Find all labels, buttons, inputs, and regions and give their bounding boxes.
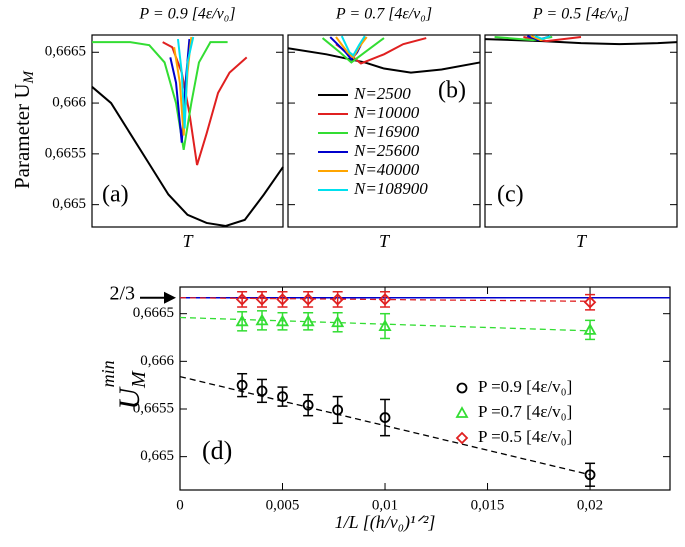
curve [534, 35, 551, 41]
y-tick-label: 0,6665 [45, 44, 86, 60]
marker [275, 314, 290, 327]
plot-frame [287, 34, 481, 228]
legend-label: N=108900 [353, 179, 428, 198]
y-tick-label: 0,665 [140, 448, 174, 464]
plot-frame [91, 34, 284, 228]
legend-label: N=10000 [353, 103, 420, 122]
y-tick-label: 0,6655 [133, 400, 174, 416]
marker [378, 293, 392, 306]
marker [236, 379, 248, 391]
marker [255, 313, 269, 326]
y-tick-label: 0,6665 [133, 305, 174, 321]
y-axis-label-main: U [113, 386, 146, 410]
legend-label: P =0.7 [4ε/v₀] [478, 402, 572, 421]
legend-label: P =0.5 [4ε/v₀] [478, 427, 572, 446]
y-tick-label: 0,6655 [45, 145, 86, 161]
curve [335, 36, 368, 59]
x-axis-label: T [576, 231, 588, 251]
curve [176, 36, 195, 129]
reference-label: 2/3 [109, 282, 135, 304]
curve [484, 38, 678, 46]
marker [583, 323, 597, 335]
curve [91, 86, 284, 228]
marker [256, 385, 268, 397]
plot-frame [484, 34, 678, 228]
panel-label: (a) [102, 182, 129, 208]
x-tick-label: 0,015 [471, 497, 505, 513]
marker [276, 293, 289, 306]
y-tick-label: 0,666 [140, 353, 174, 369]
legend-marker [455, 406, 469, 418]
panel-title: P = 0.9 [4ε/v₀] [138, 6, 235, 23]
y-axis-label-sub: M [21, 69, 37, 84]
panel-label: (d) [202, 436, 232, 465]
legend-label: P =0.9 [4ε/v₀] [478, 377, 572, 396]
marker [331, 293, 344, 306]
legend-marker [456, 382, 468, 394]
marker [331, 315, 345, 328]
panel-label: (c) [497, 182, 524, 208]
arrow-head [164, 291, 176, 304]
y-tick-label: 0,665 [52, 196, 86, 212]
legend-marker [455, 431, 469, 445]
x-tick-label: 0 [176, 497, 184, 513]
y-axis-label: UMmin [98, 360, 149, 409]
panel-label: (b) [438, 78, 466, 104]
marker [235, 293, 249, 306]
panel-title: P = 0.5 [4ε/v₀] [532, 6, 629, 23]
curve [287, 47, 481, 74]
legend-label: N=40000 [353, 160, 420, 179]
x-axis-label: 1/L [(h/v₀)¹ᐟ²] [335, 512, 436, 533]
x-axis-label: T [379, 231, 391, 251]
legend-label: N=25600 [353, 141, 420, 160]
marker [584, 469, 596, 481]
marker [379, 412, 391, 423]
y-axis-label: Parameter UM [10, 69, 38, 189]
x-axis-label: T [182, 231, 194, 251]
y-axis-label-sub: M [128, 370, 150, 389]
marker [301, 314, 315, 327]
panel-title: P = 0.7 [4ε/v₀] [335, 6, 432, 23]
y-axis-label-main: Parameter U [10, 83, 34, 189]
curve [340, 35, 366, 57]
legend-label: N=16900 [353, 122, 420, 141]
x-tick-label: 0,02 [577, 497, 603, 513]
marker [277, 391, 288, 403]
marker [255, 293, 269, 306]
marker [301, 293, 315, 306]
plot-frame [179, 286, 671, 491]
marker [332, 404, 344, 416]
x-tick-label: 0,005 [266, 497, 300, 513]
marker [378, 319, 392, 331]
legend-label: N=2500 [353, 84, 411, 103]
marker [235, 314, 249, 327]
marker [583, 295, 597, 309]
x-tick-label: 0,01 [372, 497, 398, 513]
y-tick-label: 0,666 [52, 95, 86, 111]
curve [321, 37, 385, 64]
marker [302, 399, 314, 411]
y-axis-label-sup: min [98, 360, 118, 387]
